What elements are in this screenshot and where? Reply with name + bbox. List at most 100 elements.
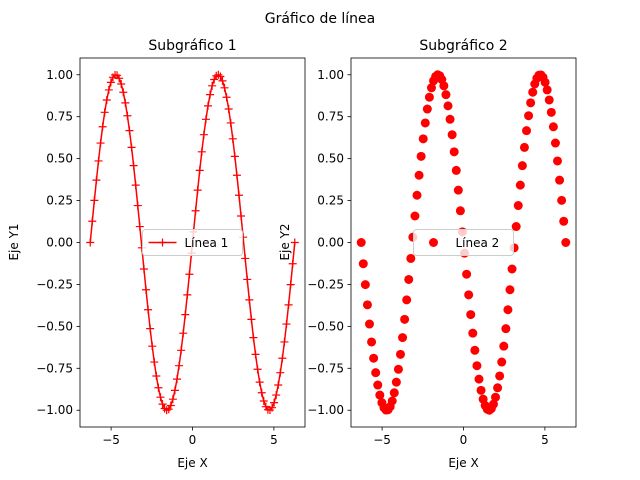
subplot-1-ytick-label: −0.25 xyxy=(36,277,73,291)
subplot-1-data-point xyxy=(278,354,287,363)
subplot-1-data-point xyxy=(197,147,206,156)
subplot-1-data-point xyxy=(175,361,184,370)
subplot-1: Subgráfico 1 Eje X Eje Y1 −5 0 5 −1.00 −0.75… xyxy=(7,38,306,470)
subplot-1-data-point xyxy=(94,156,103,165)
subplot-1-data-point xyxy=(142,285,151,294)
subplot-1-data-point xyxy=(173,375,181,384)
subplot-2-data-point xyxy=(371,368,381,378)
subplot-2-data-point xyxy=(362,300,372,310)
subplot-1-data-point xyxy=(228,134,237,143)
subplot-1-data-point xyxy=(222,93,231,102)
subplot-1-data-point xyxy=(183,290,192,299)
subplot-2-data-point xyxy=(464,290,474,300)
subplot-1-ytick-label: 0.50 xyxy=(46,152,73,166)
subplot-2-data-point xyxy=(544,95,554,105)
subplot-1-data-point xyxy=(234,191,243,200)
subplot-2-data-point xyxy=(439,81,449,91)
subplot-1-data-point xyxy=(208,81,217,90)
subplot-2-ylabel: Eje Y2 xyxy=(278,223,292,260)
subplot-2-ytick-label: 0.75 xyxy=(317,110,344,124)
subplot-2-data-point xyxy=(559,216,569,226)
subplot-1-data-point xyxy=(144,305,153,314)
subplot-2-legend-handle xyxy=(429,238,438,247)
subplot-2-data-point xyxy=(470,345,480,355)
subplot-1-data-point xyxy=(121,98,130,107)
subplot-1-title: Subgráfico 1 xyxy=(148,38,236,54)
subplot-1-data-point xyxy=(86,238,95,247)
subplot-2-ytick-label: −1.00 xyxy=(307,403,344,417)
subplot-1-data-point xyxy=(243,275,252,284)
subplot-2-data-point xyxy=(511,222,521,232)
subplot-2-title: Subgráfico 2 xyxy=(419,38,507,54)
subplot-1-data-point xyxy=(179,329,188,338)
subplot-1-xtick-label: 5 xyxy=(270,433,278,447)
subplot-1-data-point xyxy=(247,315,256,324)
subplot-1-data-point xyxy=(259,397,268,405)
subplot-2-data-point xyxy=(505,285,515,295)
subplot-2-data-point xyxy=(515,180,525,190)
subplot-1-data-point xyxy=(226,118,235,127)
subplot-1-data-point xyxy=(92,176,101,185)
subplot-2-data-point xyxy=(491,392,501,402)
subplot-1-data-point xyxy=(249,333,258,342)
subplot-2-xtick-label: −5 xyxy=(373,433,391,447)
subplot-2-data-point xyxy=(373,380,383,390)
subplot-1-data-point xyxy=(148,342,157,351)
subplot-1-data-point xyxy=(104,85,113,94)
subplot-1-data-point xyxy=(286,280,295,289)
subplot-1-data-point xyxy=(135,222,144,231)
subplot-2-data-point xyxy=(466,310,476,320)
subplot-2-data-point xyxy=(524,111,534,121)
subplot-1-data-point xyxy=(220,83,229,92)
subplot-2-data-point xyxy=(420,118,430,128)
subplot-2-data-point xyxy=(387,396,397,406)
subplot-2-data-point xyxy=(412,190,422,200)
subplot-2-data-point xyxy=(540,77,550,87)
subplot-1-data-point xyxy=(154,383,163,392)
subplot-1-data-point xyxy=(100,108,109,117)
subplot-2-xtick-label: 0 xyxy=(460,433,468,447)
subplot-1-data-point xyxy=(102,95,111,104)
subplot-2-data-point xyxy=(542,85,552,95)
subplot-2-data-point xyxy=(449,147,459,157)
subplot-1-data-point xyxy=(274,381,283,390)
subplot-2-data-point xyxy=(526,98,536,108)
subplot-1-ytick-label: −0.75 xyxy=(36,361,73,375)
subplot-1-xlabel: Eje X xyxy=(177,456,207,470)
subplot-1-data-point xyxy=(96,139,105,148)
subplot-2-data-point xyxy=(418,134,428,144)
subplot-2-data-point xyxy=(517,161,527,171)
subplot-2-ytick-label: 0.00 xyxy=(317,236,344,250)
subplot-2-data-point xyxy=(548,122,558,132)
subplot-2-data-point xyxy=(462,269,472,279)
subplot-1-data-point xyxy=(237,212,246,220)
subplot-2-data-point xyxy=(360,280,370,290)
subplot-2-data-point xyxy=(369,353,379,363)
subplot-1-data-point xyxy=(131,181,140,190)
subplot-1-data-point xyxy=(139,265,148,273)
subplot-1-data-point xyxy=(272,391,281,400)
subplot-2-data-point xyxy=(468,328,478,338)
subplot-2: Subgráfico 2 Eje X Eje Y2 −5 0 5 −1.00 −0.75… xyxy=(278,38,577,470)
subplot-2-data-point xyxy=(493,383,503,393)
subplot-1-data-point xyxy=(270,398,279,407)
subplot-1-data-point xyxy=(90,196,99,205)
subplot-2-data-point xyxy=(406,253,416,263)
subplot-2-data-point xyxy=(393,364,403,374)
subplot-2-data-point xyxy=(455,206,465,216)
subplot-2-data-point xyxy=(453,185,463,195)
subplot-1-xtick-label: −5 xyxy=(102,433,120,447)
subplot-2-plot-area xyxy=(356,70,571,415)
subplot-1-ytick-label: 0.75 xyxy=(46,110,73,124)
subplot-2-data-point xyxy=(364,319,374,329)
subplot-1-legend-box xyxy=(142,229,243,256)
subplot-2-data-point xyxy=(528,87,538,97)
subplot-1-data-point xyxy=(288,259,297,268)
subplot-2-data-point xyxy=(443,101,453,111)
subplot-1-data-point xyxy=(284,300,293,309)
subplot-2-data-point xyxy=(402,295,412,305)
subplot-2-legend: Línea 2 xyxy=(413,229,514,256)
subplot-2-data-point xyxy=(389,388,399,398)
subplot-2-data-point xyxy=(358,259,368,269)
